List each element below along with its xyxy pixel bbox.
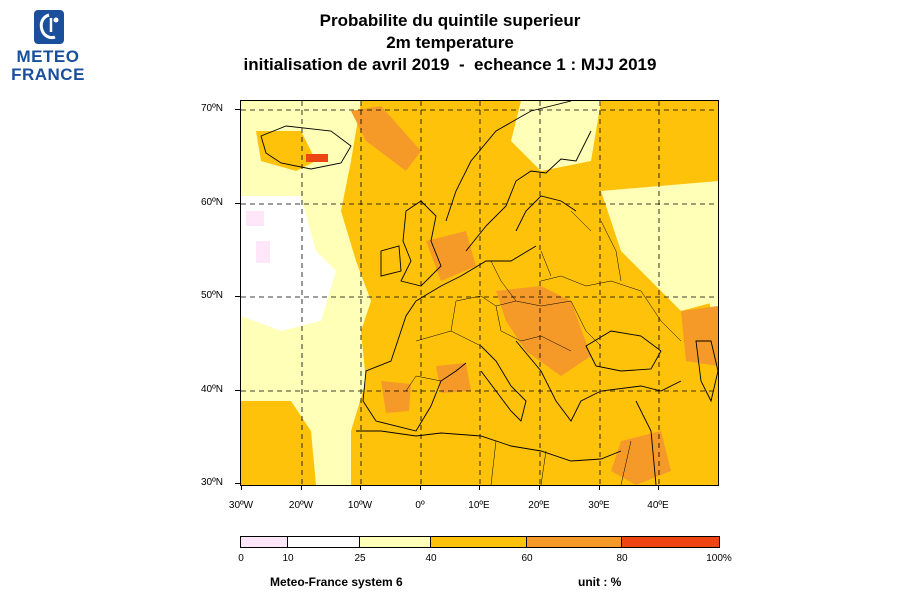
- lon-tick: [241, 485, 242, 490]
- colorbar-label-60: 60: [521, 553, 533, 564]
- field-white-patch: [241, 196, 336, 331]
- field-yellow-north: [511, 101, 601, 171]
- lat-label-30n: 30ºN: [201, 477, 223, 488]
- lon-tick: [658, 485, 659, 490]
- colorbar-segment-25-40: [360, 537, 431, 547]
- lon-tick: [360, 485, 361, 490]
- title-line-1: Probabilite du quintile superieur: [319, 11, 581, 30]
- lat-label-40n: 40ºN: [201, 384, 223, 395]
- map-title: Probabilite du quintile superieur 2m tem…: [160, 10, 740, 76]
- lon-tick: [420, 485, 421, 490]
- map-area: [240, 100, 719, 486]
- colorbar-label-40: 40: [425, 553, 437, 564]
- lon-tick: [599, 485, 600, 490]
- lat-label-60n: 60ºN: [201, 197, 223, 208]
- colorbar-label-100: 100%: [706, 553, 732, 564]
- colorbar-segment-80-100: [622, 537, 719, 547]
- colorbar-label-10: 10: [282, 553, 294, 564]
- lat-tick: [235, 296, 240, 297]
- lon-label-10w: 10ºW: [347, 500, 373, 511]
- lon-tick: [479, 485, 480, 490]
- field-red-patch: [306, 154, 328, 162]
- model-name: Meteo-France system 6: [270, 575, 403, 589]
- lon-tick: [539, 485, 540, 490]
- lon-label-20w: 20ºW: [288, 500, 314, 511]
- field-dark-orange-patch: [436, 363, 471, 393]
- colorbar-segment-0-10: [241, 537, 288, 547]
- field-dark-orange-patch: [681, 306, 718, 366]
- colorbar-label-25: 25: [354, 553, 366, 564]
- lon-label-0: 0º: [415, 500, 425, 511]
- logo-text: METEO FRANCE: [6, 48, 90, 84]
- lat-label-70n: 70ºN: [201, 103, 223, 114]
- colorbar-label-80: 80: [616, 553, 628, 564]
- lat-label-50n: 50ºN: [201, 290, 223, 301]
- logo-line-2: FRANCE: [11, 65, 85, 84]
- lat-tick: [235, 390, 240, 391]
- graticule: [241, 101, 718, 485]
- title-line-3: initialisation de avril 2019 - echeance …: [243, 55, 657, 74]
- field-dark-orange-patch: [351, 106, 421, 171]
- colorbar-segment-60-80: [527, 537, 622, 547]
- lat-tick: [235, 109, 240, 110]
- field-dark-orange-patch: [496, 286, 591, 376]
- logo: METEO FRANCE: [6, 10, 90, 90]
- lon-label-40e: 40ºE: [647, 500, 669, 511]
- unit-label: unit : %: [578, 575, 622, 589]
- lon-label-20e: 20ºE: [528, 500, 550, 511]
- meteo-france-logo-icon: [34, 10, 64, 44]
- field-pink-patch: [256, 241, 270, 263]
- colorbar-segment-40-60: [431, 537, 527, 547]
- lat-tick: [235, 483, 240, 484]
- lon-label-30e: 30ºE: [588, 500, 610, 511]
- lon-label-10e: 10ºE: [468, 500, 490, 511]
- lon-tick: [301, 485, 302, 490]
- lat-tick: [235, 203, 240, 204]
- field-pink-patch: [246, 211, 264, 226]
- probability-map: [241, 101, 718, 485]
- field-dark-orange-patch: [381, 381, 411, 413]
- field-yellow-east: [601, 181, 718, 311]
- logo-line-1: METEO: [16, 47, 80, 66]
- colorbar: [240, 536, 720, 548]
- field-orange-sw: [241, 401, 316, 485]
- lon-label-30w: 30ºW: [228, 500, 254, 511]
- colorbar-label-0: 0: [238, 553, 244, 564]
- country-borders: [405, 210, 682, 485]
- colorbar-segment-10-25: [288, 537, 360, 547]
- field-orange-nw: [256, 131, 316, 171]
- field-dark-orange-patch: [611, 431, 671, 485]
- title-line-2: 2m temperature: [386, 33, 514, 52]
